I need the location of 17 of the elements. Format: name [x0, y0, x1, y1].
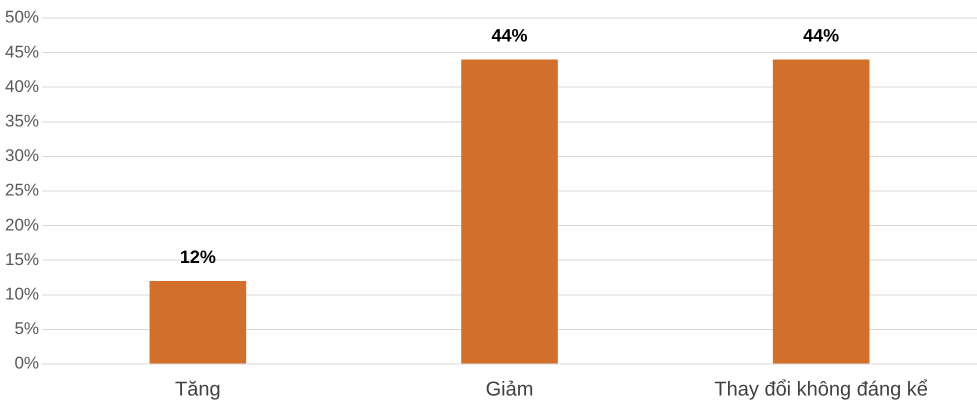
data-label: 44% [491, 25, 528, 46]
y-tick-label: 40% [4, 76, 40, 96]
y-tick-label: 30% [4, 146, 40, 166]
x-tick-label: Thay đổi không đáng kể [714, 378, 928, 401]
y-tick-label: 25% [4, 180, 40, 200]
y-tick-label: 15% [4, 250, 40, 269]
y-tick-label: 0% [14, 354, 40, 373]
y-tick-label: 20% [4, 215, 40, 234]
y-tick-label: 50% [4, 8, 40, 27]
y-tick-label: 5% [14, 319, 40, 338]
y-tick-label: 45% [4, 42, 40, 62]
data-label: 12% [180, 246, 216, 267]
data-label: 44% [803, 25, 840, 46]
x-tick-label: Tăng [175, 378, 221, 401]
y-tick-label: 35% [4, 111, 40, 130]
x-tick-label: Giảm [486, 378, 534, 401]
y-tick-label: 10% [4, 284, 40, 304]
